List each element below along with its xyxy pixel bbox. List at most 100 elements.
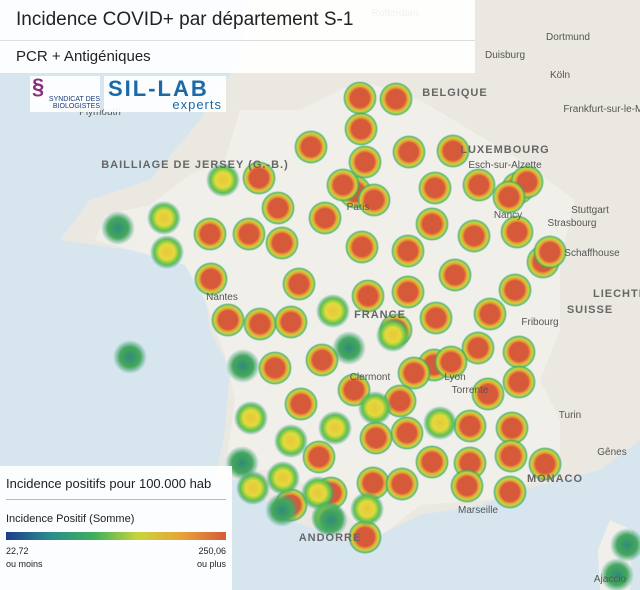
heat-spot	[147, 201, 181, 235]
heat-spot	[357, 183, 391, 217]
heat-spot	[415, 445, 449, 479]
heat-spot	[345, 230, 379, 264]
heat-spot	[356, 466, 390, 500]
heat-spot	[266, 461, 300, 495]
heat-spot	[498, 273, 532, 307]
heat-spot	[502, 365, 536, 399]
heat-spot	[232, 217, 266, 251]
legend-title: Incidence positifs pour 100.000 hab	[6, 476, 212, 491]
map-label: Clermont	[350, 372, 391, 383]
heat-spot	[194, 262, 228, 296]
heat-spot	[308, 201, 342, 235]
heat-spot	[500, 215, 534, 249]
map-label: MONACO	[527, 473, 583, 485]
heat-spot	[438, 258, 472, 292]
heat-spot	[391, 275, 425, 309]
color-scale	[6, 532, 226, 540]
heat-spot	[423, 406, 457, 440]
map-label: Strasbourg	[548, 218, 597, 229]
map-label: Turin	[559, 410, 581, 421]
logo-icon: §	[32, 74, 45, 99]
heat-spot	[392, 135, 426, 169]
heat-spot	[390, 416, 424, 450]
logo-text: experts	[172, 97, 222, 112]
heat-spot	[242, 161, 276, 195]
heat-spot	[492, 180, 526, 214]
heat-spot	[450, 469, 484, 503]
heat-spot	[150, 235, 184, 269]
heat-spot	[326, 168, 360, 202]
heat-spot	[493, 475, 527, 509]
heat-spot	[225, 446, 259, 480]
heat-spot	[348, 520, 382, 554]
heat-spot	[284, 387, 318, 421]
heat-spot	[265, 226, 299, 260]
legend-min: 22,72	[6, 546, 29, 556]
map-label: Nantes	[206, 292, 238, 303]
sea	[0, 0, 250, 480]
heat-spot	[294, 130, 328, 164]
heat-spot	[600, 558, 634, 590]
heat-spot	[418, 171, 452, 205]
map-label: Schaffhouse	[564, 248, 620, 259]
heat-spot	[234, 401, 268, 435]
heat-spot	[436, 134, 470, 168]
map-label: Köln	[550, 70, 570, 81]
heat-spot	[434, 345, 468, 379]
heat-spot	[379, 82, 413, 116]
heat-spot	[473, 297, 507, 331]
heat-spot	[471, 377, 505, 411]
subtitle: PCR + Antigéniques	[16, 48, 151, 65]
heat-spot	[495, 411, 529, 445]
heat-spot	[610, 528, 640, 562]
heat-spot	[358, 391, 392, 425]
map-label: Plymouth	[79, 107, 121, 118]
logo-text: SIL-LAB	[108, 76, 209, 101]
heat-spot	[351, 279, 385, 313]
title: Incidence COVID+ par département S-1	[16, 9, 354, 30]
map-label: Stuttgart	[571, 205, 609, 216]
logo-syndicat: § SYNDICAT DES BIOLOGISTES	[30, 74, 100, 112]
heat-spot	[494, 439, 528, 473]
heat-spot	[316, 294, 350, 328]
map-label: Gênes	[597, 447, 626, 458]
heat-spot	[385, 467, 419, 501]
heat-spot	[457, 219, 491, 253]
heat-spot	[226, 349, 260, 383]
heat-spot	[359, 421, 393, 455]
map-label: Dortmund	[546, 32, 590, 43]
heat-spot	[274, 424, 308, 458]
heat-spot	[193, 217, 227, 251]
heat-spot	[302, 440, 336, 474]
heat-spot	[243, 307, 277, 341]
legend-max: 250,06	[198, 546, 226, 556]
map-label: SUISSE	[567, 304, 613, 316]
map-label: Marseille	[458, 505, 498, 516]
map-label: Esch-sur-Alzette	[468, 160, 542, 171]
legend-min-note: ou moins	[6, 559, 43, 569]
map-label: ANDORRE	[299, 532, 362, 544]
map-label: Frankfurt-sur-le-Main	[563, 104, 640, 115]
heat-spot	[350, 492, 384, 526]
map-label: Torrente	[452, 385, 489, 396]
map-label: FRANCE	[354, 309, 406, 321]
legend: Incidence positifs pour 100.000 hab Inci…	[0, 466, 232, 590]
heat-spot	[265, 493, 299, 527]
heat-spot	[274, 305, 308, 339]
heat-spot	[113, 340, 147, 374]
map-label: BAILLIAGE DE JERSEY (G.-B.)	[101, 159, 289, 171]
heat-spot	[318, 411, 352, 445]
heat-spot	[305, 343, 339, 377]
heat-spot	[261, 191, 295, 225]
map-label: Duisburg	[485, 50, 525, 61]
heat-spot	[461, 331, 495, 365]
map-label: Fribourg	[521, 317, 558, 328]
title-box: Incidence COVID+ par département S-1	[0, 0, 475, 40]
map-label: LUXEMBOURG	[460, 144, 549, 156]
map-label: BELGIQUE	[422, 87, 487, 99]
map-label: Paris	[347, 202, 370, 213]
heat-spot	[332, 331, 366, 365]
heat-spot	[397, 356, 431, 390]
